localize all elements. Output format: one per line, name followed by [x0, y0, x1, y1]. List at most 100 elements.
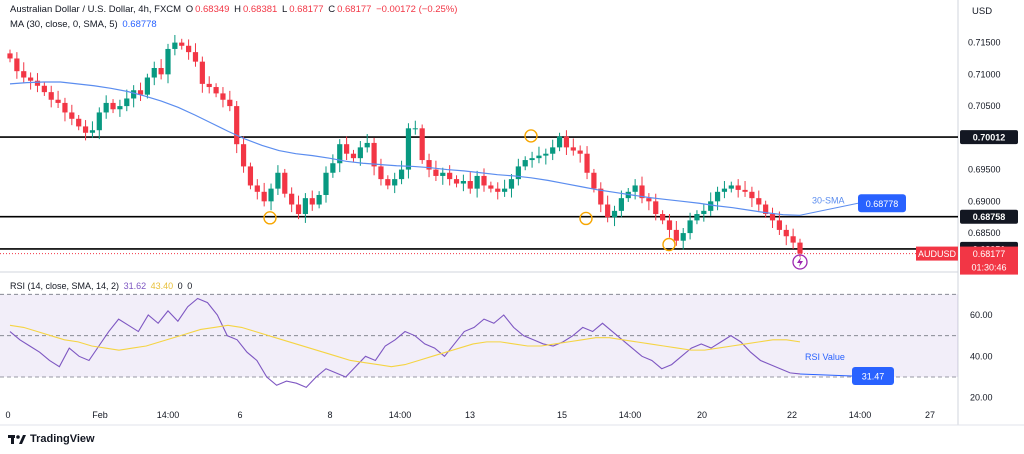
time-tick-label: 0	[5, 410, 10, 420]
tradingview-logo[interactable]: TradingView	[8, 433, 95, 445]
currency-label: USD	[972, 6, 993, 17]
candle-body	[790, 236, 796, 243]
price-tick-label: 0.69000	[968, 196, 1001, 206]
candle-body	[254, 185, 260, 192]
rsi-callout-bg	[852, 366, 894, 385]
rsi-ma-line	[9, 324, 801, 368]
tradingview-logo-icon	[8, 435, 26, 444]
countdown-label: 01:30:46	[971, 263, 1006, 273]
candle-body	[289, 193, 295, 205]
candle-body	[96, 112, 102, 131]
candle-body	[673, 229, 679, 241]
candle-body	[618, 198, 624, 211]
candle-body	[714, 191, 721, 202]
symbol-tag-bg	[916, 246, 958, 261]
price-tick-label: 0.70500	[968, 101, 1001, 111]
candle-body	[55, 99, 61, 103]
candle-body	[179, 42, 185, 46]
rsi-annotation: RSI Value	[805, 352, 845, 362]
low-value: 0.68177	[289, 4, 324, 15]
high-value: 0.68381	[242, 4, 278, 15]
candle-body	[158, 68, 164, 75]
candle-body	[701, 210, 707, 215]
candle-body	[467, 181, 473, 189]
candle-body	[543, 153, 549, 156]
rsi-legend[interactable]: RSI (14, close, SMA, 14, 2) 31.62 43.40 …	[10, 281, 194, 291]
open-label: O	[185, 4, 194, 15]
low-label: L	[281, 4, 288, 15]
candle-body	[680, 233, 686, 241]
candle-body	[522, 160, 528, 167]
candle-body	[48, 92, 54, 100]
candle-body	[165, 48, 171, 75]
flash-icon-bolt	[797, 257, 803, 267]
rsi-callout-line	[799, 373, 853, 377]
price-tick-label: 0.71000	[968, 69, 1001, 79]
close-value: 0.68177	[337, 4, 372, 15]
candle-body	[735, 185, 741, 190]
candle-body	[694, 214, 700, 221]
last-price-bg	[960, 246, 1018, 275]
candle-body	[577, 150, 583, 154]
candle-body	[21, 71, 27, 78]
ma-legend[interactable]: MA (30, close, 0, SMA, 5) 0.68778	[10, 19, 159, 30]
candle-body	[247, 166, 254, 186]
candle-body	[124, 98, 130, 107]
rsi-ma-value: 43.40	[150, 281, 174, 291]
time-tick-label: 13	[465, 410, 475, 420]
candle-body	[721, 188, 728, 192]
candle-body	[529, 158, 535, 161]
tradingview-brand: TradingView	[30, 433, 95, 445]
open-value: 0.68349	[195, 4, 230, 15]
time-tick-label: 20	[697, 410, 707, 420]
candle-body	[295, 204, 302, 215]
candle-body	[131, 90, 137, 99]
candle-body	[639, 185, 645, 199]
change-value: −0.00172 (−0.25%)	[376, 4, 458, 15]
candle-body	[41, 85, 47, 93]
rsi-tick-label: 40.00	[970, 351, 993, 361]
candle-body	[563, 136, 570, 148]
candle-body	[632, 185, 638, 192]
high-label: H	[234, 4, 241, 15]
candle-body	[708, 201, 714, 211]
candle-body	[453, 179, 460, 184]
ma-callout-line	[799, 202, 859, 216]
candle-body	[76, 118, 82, 127]
candle-body	[357, 147, 363, 159]
candle-body	[282, 172, 288, 194]
candle-body	[398, 169, 405, 180]
candle-body	[302, 198, 308, 215]
candle-body	[405, 128, 412, 170]
time-tick-label: 14:00	[849, 410, 872, 420]
rsi-tick-label: 60.00	[970, 310, 993, 320]
candle-body	[89, 130, 96, 133]
candle-body	[144, 77, 150, 95]
candle-body	[646, 198, 652, 202]
candle-body	[611, 210, 618, 218]
candle-body	[653, 201, 659, 215]
ma-callout-value: 0.68778	[866, 199, 899, 209]
candle-body	[495, 188, 501, 192]
rsi-tick-label: 20.00	[970, 393, 993, 403]
candle-body	[666, 220, 673, 230]
ma-value: 0.68778	[122, 19, 157, 30]
level-label: 0.70012	[973, 133, 1006, 143]
candle-body	[344, 144, 350, 154]
candle-body	[502, 188, 508, 192]
close-label: C	[328, 4, 336, 15]
candle-body	[447, 172, 453, 180]
candle-body	[488, 185, 494, 189]
candle-body	[440, 172, 446, 176]
candle-body	[364, 142, 370, 148]
candle-body	[62, 102, 68, 113]
candle-body	[598, 188, 604, 205]
candle-body	[536, 155, 542, 159]
candle-body	[508, 179, 515, 189]
price-tick-label: 0.68500	[968, 228, 1001, 238]
candle-body	[69, 112, 75, 119]
candle-body	[474, 175, 480, 189]
candle-body	[14, 58, 20, 72]
rsi-extra-1: 0	[177, 281, 183, 291]
